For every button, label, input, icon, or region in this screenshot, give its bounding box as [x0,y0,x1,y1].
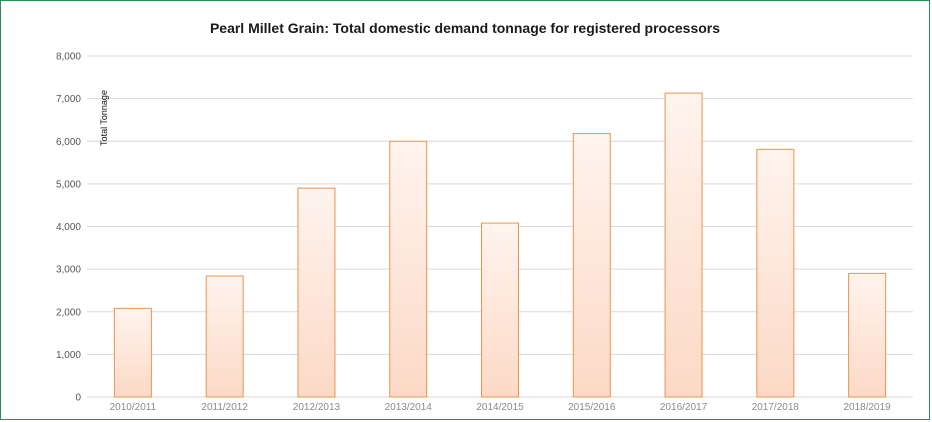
y-tick-label: 7,000 [56,94,81,105]
y-axis-ticks: 0 1,000 2,000 3,000 4,000 5,000 6,000 7,000 8,00… [56,52,81,404]
chart-title: Pearl Millet Grain: Total domestic deman… [209,20,721,36]
bars [113,92,887,398]
bar [848,272,887,398]
y-tick-label: 2,000 [56,307,81,318]
y-tick-label: 0 [75,393,81,404]
x-tick-label: 2018/2019 [843,402,891,413]
x-tick-label: 2015/2016 [568,402,616,413]
bar [756,148,795,398]
x-tick-label: 2017/2018 [752,402,800,413]
bar [113,307,152,398]
bar [205,275,244,398]
y-tick-label: 3,000 [56,265,81,276]
x-tick-label: 2016/2017 [660,402,708,413]
x-tick-label: 2010/2011 [110,402,157,413]
y-tick-label: 8,000 [56,52,81,63]
y-tick-label: 4,000 [56,222,81,233]
bar [664,92,703,398]
x-tick-label: 2011/2012 [201,402,248,413]
y-tick-label: 5,000 [56,179,81,190]
x-tick-label: 2012/2013 [293,402,341,413]
x-tick-label: 2014/2015 [476,402,524,413]
bar [297,187,336,398]
bar [389,140,428,398]
y-tick-label: 1,000 [56,350,81,361]
y-axis-label: Total Tonnage [99,90,109,146]
bar [481,222,519,398]
x-tick-label: 2013/2014 [385,402,433,413]
x-axis-ticks: 2010/2011 2011/2012 2012/2013 2013/2014 2014… [110,402,892,413]
bar [572,133,611,398]
y-tick-label: 6,000 [56,137,81,148]
